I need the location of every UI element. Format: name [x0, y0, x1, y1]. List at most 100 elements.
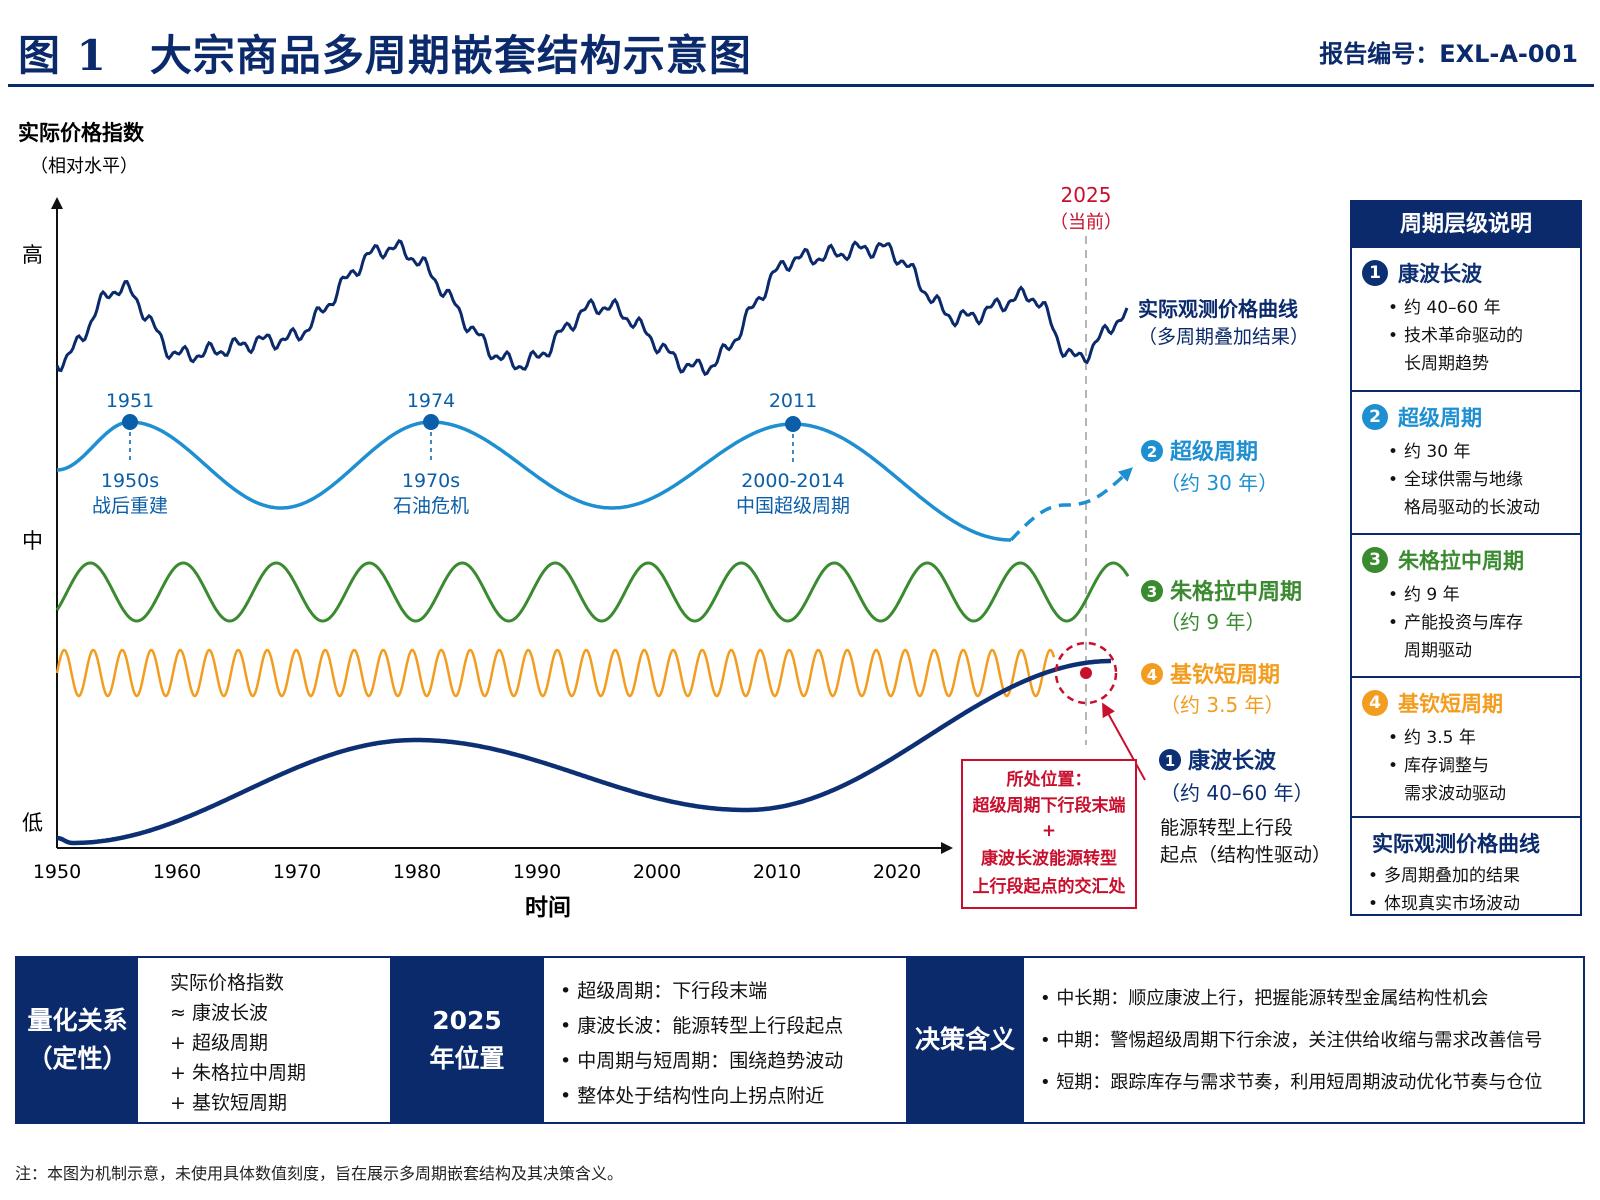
- y-level-low: 低: [22, 811, 43, 835]
- quant-line: + 超级周期: [170, 1032, 268, 1054]
- legend-item-title: 基钦短周期: [1398, 692, 1503, 716]
- peak-era: 1970s: [402, 470, 460, 492]
- position-box-line-3: 上行段起点的交汇处: [973, 876, 1127, 897]
- legend-item-super-cycle: 2 超级周期 约 30 年 全球供需与地缘 格局驱动的长波动: [1352, 390, 1580, 533]
- legend-item-observed: 实际观测价格曲线 多周期叠加的结果 体现真实市场波动: [1352, 816, 1580, 918]
- report-number: 报告编号：EXL-A-001: [1319, 40, 1578, 68]
- header-rule: [8, 84, 1594, 87]
- position-line: • 康波长波：能源转型上行段起点: [560, 1015, 844, 1037]
- legend-bullet-cont: 长周期趋势: [1404, 354, 1489, 374]
- quant-line: + 朱格拉中周期: [170, 1062, 306, 1084]
- position-box-line-1: 超级周期下行段末端: [973, 795, 1126, 816]
- legend-item-title: 超级周期: [1398, 406, 1482, 430]
- x-tick-label: 1980: [393, 861, 441, 883]
- legend-item-kondratiev: 1 康波长波 约 40–60 年 技术革命驱动的 长周期趋势: [1352, 248, 1580, 390]
- quant-line: ≈ 康波长波: [170, 1002, 268, 1024]
- legend-bullet: 体现真实市场波动: [1368, 890, 1572, 918]
- series-num: 4: [1147, 666, 1157, 684]
- peak-year: 1951: [106, 390, 154, 412]
- series-name: 朱格拉中周期: [1170, 579, 1302, 605]
- super-cycle-label: 2 超级周期 （约 30 年）: [1141, 439, 1278, 495]
- observed-price-curve: [55, 239, 1129, 377]
- decision-line-text: 中期：警惕超级周期下行余波，关注供给收缩与需求改善信号: [1056, 1030, 1543, 1051]
- series-num-badge: [1141, 663, 1163, 685]
- position-body: • 超级周期：下行段末端 • 康波长波：能源转型上行段起点 • 中周期与短周期：…: [544, 958, 906, 1122]
- legend-bullet: 约 40–60 年: [1388, 294, 1572, 322]
- y-level-mid: 中: [22, 529, 43, 553]
- legend-num-badge: 1: [1362, 260, 1388, 286]
- peak-dot: [423, 414, 439, 430]
- quant-head-line-2: （定性）: [27, 1044, 128, 1073]
- position-line: • 整体处于结构性向上拐点附近: [560, 1085, 825, 1107]
- kondratiev-wave-label: 1 康波长波 （约 40–60 年） 能源转型上行段 起点（结构性驱动）: [1159, 748, 1331, 866]
- legend-item-title: 朱格拉中周期: [1398, 549, 1524, 573]
- x-tick-label: 2010: [753, 861, 801, 883]
- observed-curve-label: 实际观测价格曲线: [1138, 297, 1298, 321]
- x-tick-label: 1970: [273, 861, 321, 883]
- y-level-high: 高: [22, 243, 43, 267]
- legend-item-title-row: 1 康波长波: [1362, 258, 1572, 288]
- super-cycle-curve: [56, 420, 1011, 542]
- current-year-label: 2025: [1061, 183, 1112, 207]
- summary-bar: 量化关系 （定性） 实际价格指数 ≈ 康波长波 + 超级周期 + 朱格拉中周期 …: [15, 956, 1585, 1124]
- position-line-text: 康波长波：能源转型上行段起点: [577, 1015, 844, 1037]
- position-line: • 超级周期：下行段末端: [560, 980, 768, 1002]
- legend-item-title-row: 3 朱格拉中周期: [1362, 545, 1572, 575]
- legend-item-bullets: 约 3.5 年 库存调整与 需求波动驱动: [1362, 724, 1572, 808]
- legend-item-title-row: 4 基钦短周期: [1362, 688, 1572, 718]
- x-tick-label: 2020: [873, 861, 921, 883]
- decision-line-text: 中长期：顺应康波上行，把握能源转型金属结构性机会: [1056, 988, 1489, 1009]
- legend-bullet: 产能投资与库存: [1388, 609, 1572, 637]
- intersection-dot: [1080, 667, 1092, 679]
- quant-line: 实际价格指数: [170, 972, 285, 994]
- position-box-line-2: 康波长波能源转型: [981, 848, 1117, 869]
- cycle-legend-panel: 周期层级说明 1 康波长波 约 40–60 年 技术革命驱动的 长周期趋势 2 …: [1350, 200, 1582, 918]
- cycle-diagram: 实际价格指数 （相对水平） 高 中 低 1950 1960 1970 1980 1990…: [18, 121, 1331, 921]
- peak-era: 1950s: [101, 470, 159, 492]
- series-note-1: 能源转型上行段: [1160, 817, 1293, 839]
- legend-bullet: 全球供需与地缘: [1388, 466, 1572, 494]
- position-head-line-1: 2025: [432, 1006, 502, 1035]
- decision-line: • 中期：警惕超级周期下行余波，关注供给收缩与需求改善信号: [1040, 1030, 1543, 1051]
- decision-head-text: 决策含义: [914, 1025, 1015, 1054]
- peak-event: 石油危机: [393, 495, 469, 517]
- series-period: （约 30 年）: [1160, 471, 1278, 495]
- legend-observed-title: 实际观测价格曲线: [1372, 832, 1540, 856]
- series-name: 基钦短周期: [1170, 663, 1280, 688]
- x-axis-title: 时间: [525, 895, 571, 921]
- position-line: • 中周期与短周期：围绕趋势波动: [560, 1050, 844, 1072]
- decision-line: • 中长期：顺应康波上行，把握能源转型金属结构性机会: [1040, 988, 1489, 1009]
- position-box-title: 所处位置：: [1007, 769, 1092, 790]
- x-tick-label: 1990: [513, 861, 561, 883]
- peak-year: 2011: [769, 390, 817, 412]
- position-head-line-2: 年位置: [429, 1044, 505, 1073]
- legend-bullet: 约 30 年: [1388, 438, 1572, 466]
- peak-event: 中国超级周期: [736, 495, 850, 517]
- kondratiev-wave-curve: [56, 658, 1111, 846]
- series-period: （约 40–60 年）: [1160, 781, 1314, 805]
- series-num: 3: [1147, 583, 1157, 601]
- series-name: 康波长波: [1188, 748, 1277, 774]
- peak-event: 战后重建: [92, 495, 168, 517]
- footnote: 注：本图为机制示意，未使用具体数值刻度，旨在展示多周期嵌套结构及其决策含义。: [15, 1164, 624, 1183]
- quant-body: 实际价格指数 ≈ 康波长波 + 超级周期 + 朱格拉中周期 + 基钦短周期: [138, 958, 390, 1122]
- header: 图 1 大宗商品多周期嵌套结构示意图 报告编号：EXL-A-001: [18, 20, 1588, 90]
- legend-num-badge: 2: [1362, 404, 1388, 430]
- super-peak-2011: 2011 2000-2014 中国超级周期: [736, 390, 850, 517]
- legend-item-juglar: 3 朱格拉中周期 约 9 年 产能投资与库存 周期驱动: [1352, 533, 1580, 676]
- position-head: 2025 年位置: [390, 958, 544, 1122]
- kitchin-cycle-curve: [55, 648, 1056, 698]
- legend-num-badge: 3: [1362, 547, 1388, 573]
- position-line-text: 整体处于结构性向上拐点附近: [577, 1085, 825, 1107]
- series-period: （约 9 年）: [1160, 610, 1265, 634]
- peak-era: 2000-2014: [741, 470, 845, 492]
- intersection-arrow: [1102, 702, 1146, 781]
- peak-year: 1974: [407, 390, 455, 412]
- legend-bullet: 库存调整与: [1388, 752, 1572, 780]
- legend-item-bullets: 约 40–60 年 技术革命驱动的 长周期趋势: [1362, 294, 1572, 378]
- series-num: 1: [1165, 752, 1175, 770]
- legend-num-badge: 4: [1362, 690, 1388, 716]
- position-line-text: 超级周期：下行段末端: [577, 980, 768, 1002]
- juglar-cycle-label: 3 朱格拉中周期 （约 9 年）: [1141, 579, 1302, 634]
- intersection-ring: [1054, 641, 1118, 705]
